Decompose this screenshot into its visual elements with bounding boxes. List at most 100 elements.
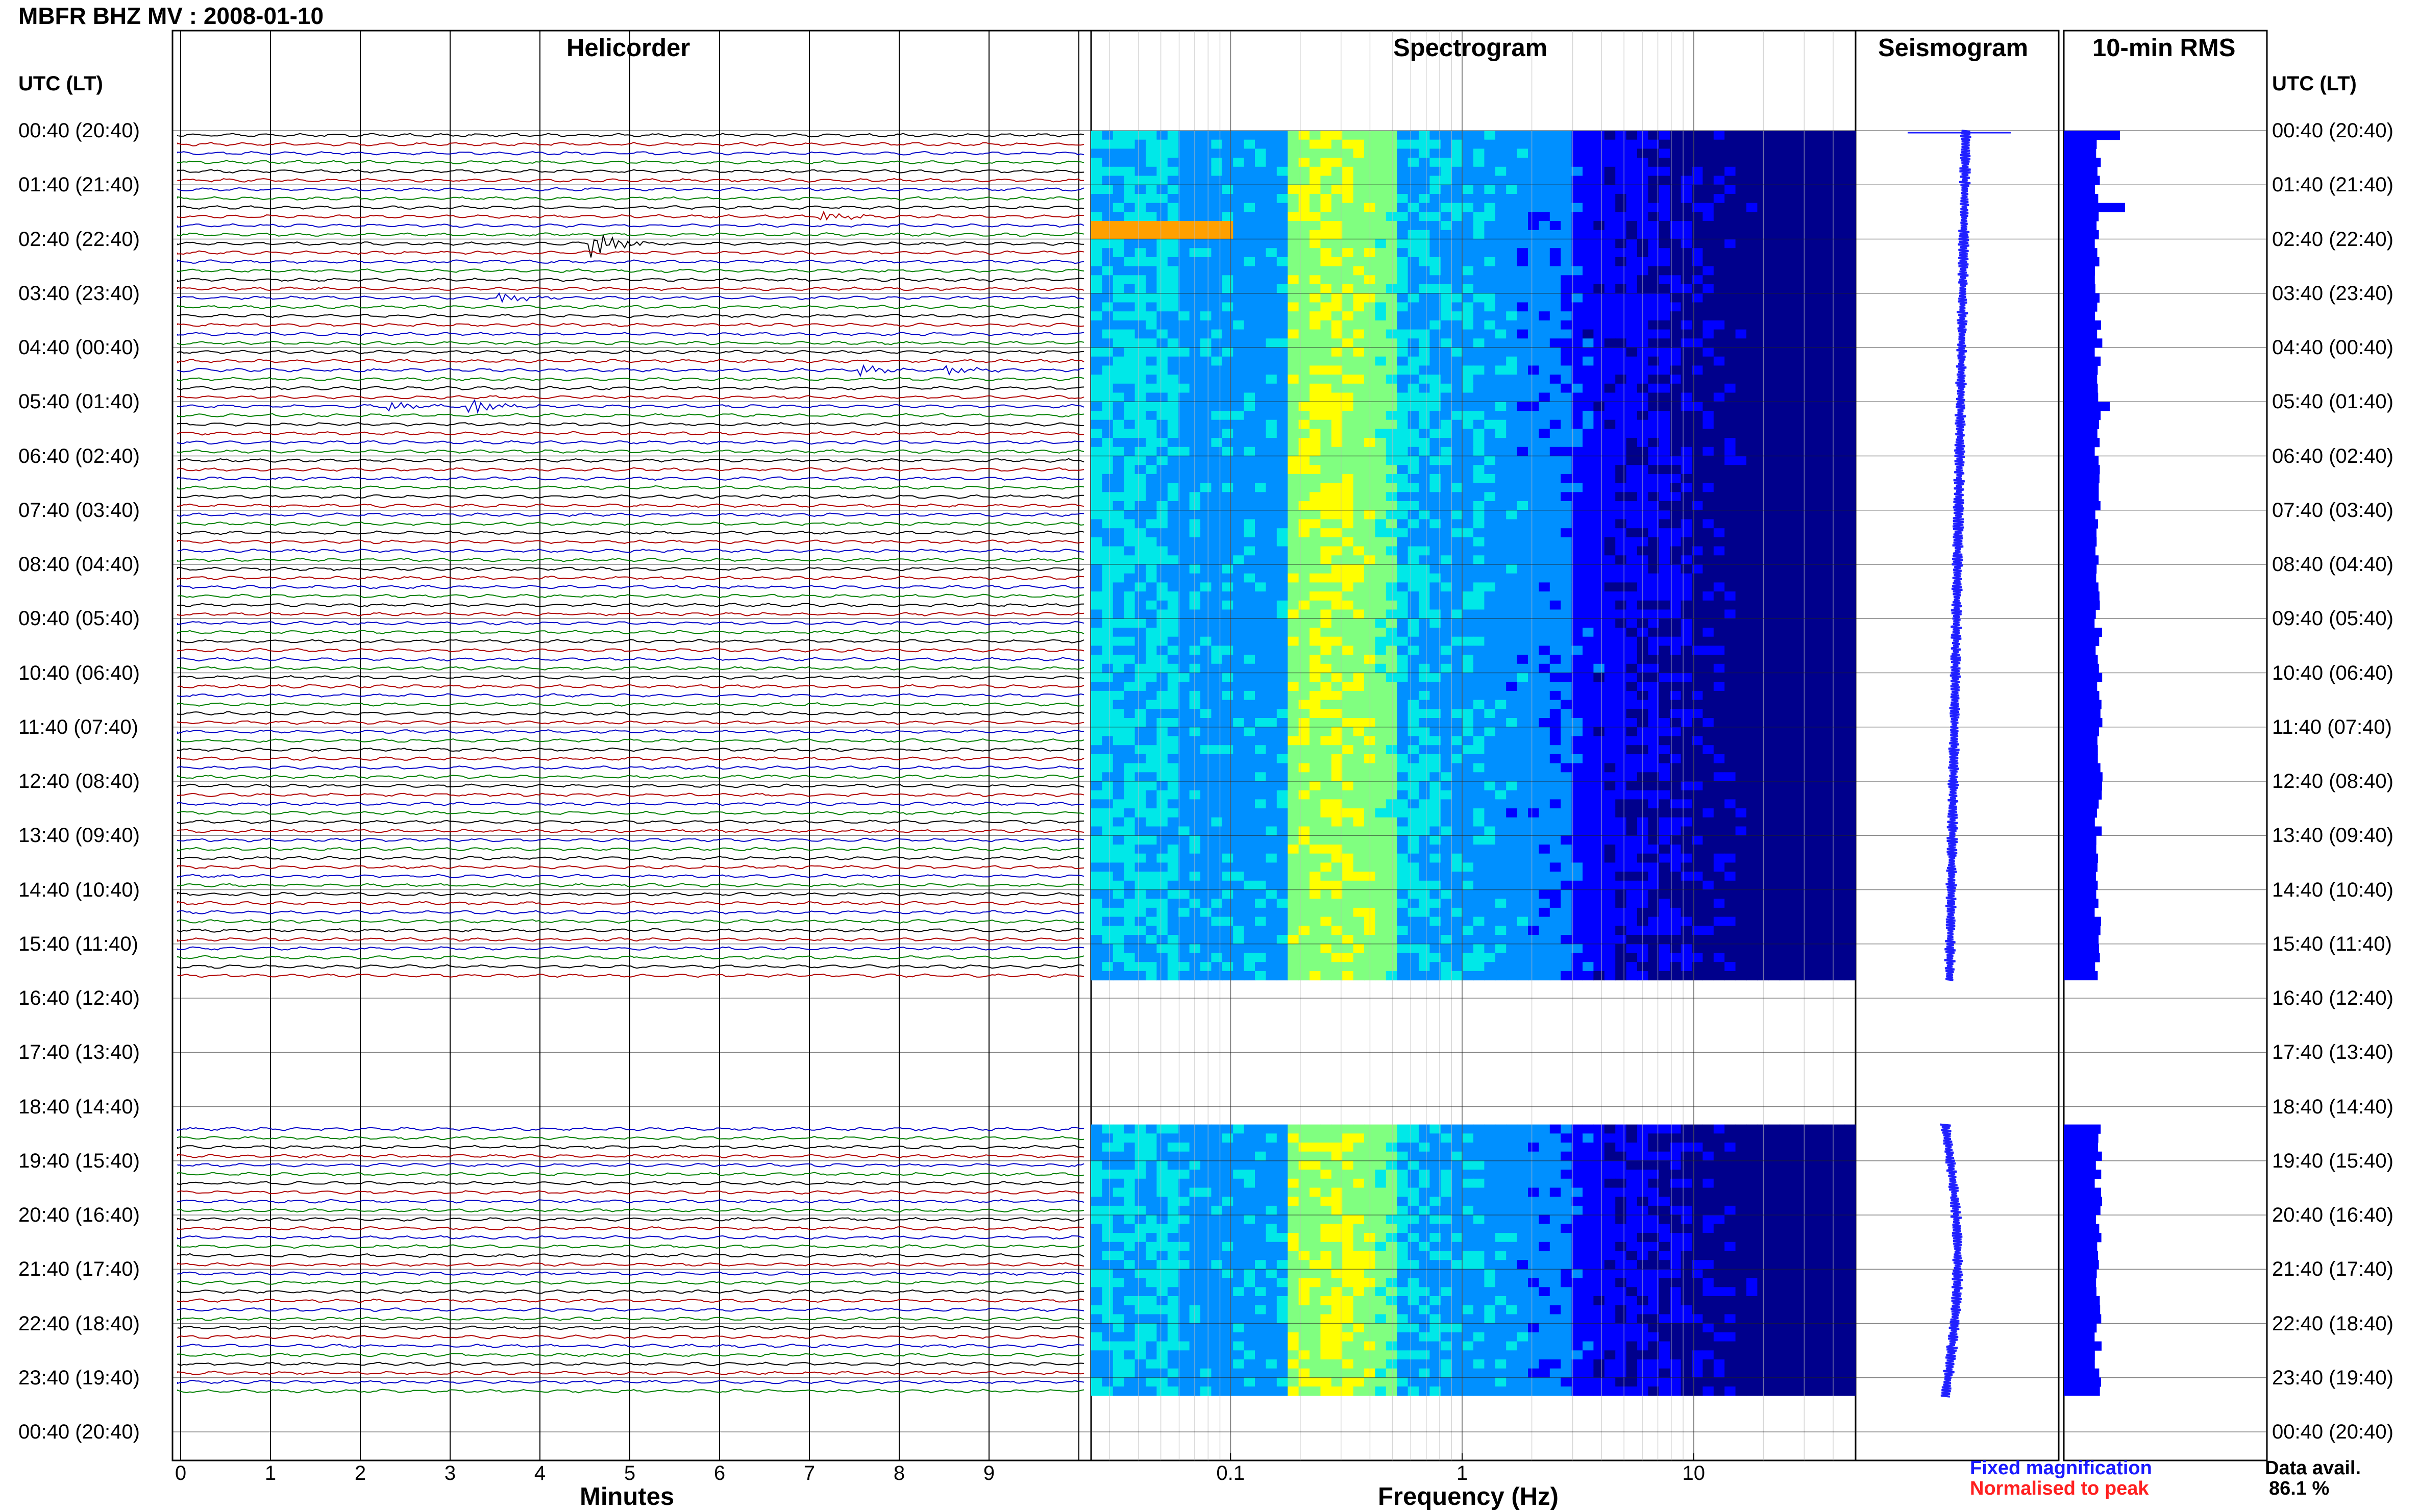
spectrogram-cell bbox=[1440, 302, 1452, 312]
spectrogram-cell bbox=[1331, 546, 1343, 556]
spectrogram-cell bbox=[1648, 690, 1660, 701]
spectrogram-cell bbox=[1779, 365, 1791, 375]
spectrogram-cell bbox=[1419, 519, 1430, 529]
spectrogram-cell bbox=[1462, 230, 1474, 240]
spectrogram-cell bbox=[1298, 682, 1310, 691]
spectrogram-cell bbox=[1397, 447, 1409, 457]
spectrogram-cell bbox=[1167, 311, 1179, 321]
spectrogram-cell bbox=[1200, 447, 1212, 457]
spectrogram-cell bbox=[1713, 564, 1725, 574]
spectrogram-cell bbox=[1408, 555, 1419, 565]
spectrogram-cell bbox=[1124, 230, 1136, 240]
spectrogram-cell bbox=[1549, 411, 1561, 420]
spectrogram-cell bbox=[1626, 266, 1638, 276]
spectrogram-cell bbox=[1593, 338, 1605, 348]
spectrogram-cell bbox=[1200, 338, 1212, 348]
spectrogram-cell bbox=[1091, 248, 1102, 258]
spectrogram-cell bbox=[1549, 709, 1561, 718]
spectrogram-cell bbox=[1549, 618, 1561, 628]
spectrogram-cell bbox=[1484, 591, 1496, 601]
spectrogram-cell bbox=[1670, 356, 1682, 366]
spectrogram-cell bbox=[1571, 438, 1583, 448]
spectrogram-cell bbox=[1822, 248, 1834, 258]
spectrogram-cell bbox=[1724, 618, 1736, 628]
spectrogram-cell bbox=[1408, 139, 1419, 149]
spectrogram-cell bbox=[1539, 709, 1550, 718]
spectrogram-cell bbox=[1451, 663, 1463, 674]
spectrogram-cell bbox=[1419, 293, 1430, 303]
spectrogram-cell bbox=[1124, 203, 1136, 212]
spectrogram-cell bbox=[1528, 131, 1539, 140]
spectrogram-cell bbox=[1266, 365, 1277, 375]
spectrogram-cell bbox=[1768, 230, 1780, 240]
spectrogram-cell bbox=[1113, 148, 1124, 158]
spectrogram-cell bbox=[1222, 338, 1233, 348]
spectrogram-cell bbox=[1822, 284, 1834, 294]
spectrogram-cell bbox=[1451, 383, 1463, 393]
spectrogram-cell bbox=[1462, 338, 1474, 348]
spectrogram-cell bbox=[1517, 411, 1528, 420]
spectrogram-cell bbox=[1517, 465, 1528, 475]
spectrogram-cell bbox=[1757, 375, 1769, 384]
spectrogram-cell bbox=[1440, 700, 1452, 709]
spectrogram-cell bbox=[1659, 492, 1670, 502]
spectrogram-cell bbox=[1670, 131, 1682, 140]
spectrogram-cell bbox=[1779, 655, 1791, 664]
spectrogram-cell bbox=[1113, 194, 1124, 204]
spectrogram-cell bbox=[1375, 492, 1387, 502]
spectrogram-cell bbox=[1844, 348, 1856, 357]
spectrogram-cell bbox=[1484, 257, 1496, 267]
spectrogram-cell bbox=[1768, 700, 1780, 709]
spectrogram-cell bbox=[1670, 402, 1682, 411]
spectrogram-cell bbox=[1484, 483, 1496, 492]
spectrogram-cell bbox=[1255, 600, 1266, 610]
spectrogram-cell bbox=[1342, 636, 1354, 646]
spectrogram-cell bbox=[1222, 131, 1233, 140]
spectrogram-cell bbox=[1233, 329, 1245, 339]
spectrogram-cell bbox=[1124, 148, 1136, 158]
spectrogram-cell bbox=[1462, 248, 1474, 258]
spectrogram-cell bbox=[1419, 356, 1430, 366]
spectrogram-cell bbox=[1834, 754, 1845, 764]
spectrogram-cell bbox=[1757, 546, 1769, 556]
spectrogram-cell bbox=[1266, 320, 1277, 330]
spectrogram-cell bbox=[1670, 582, 1682, 592]
spectrogram-cell bbox=[1615, 474, 1627, 484]
spectrogram-cell bbox=[1397, 438, 1409, 448]
spectrogram-cell bbox=[1746, 158, 1758, 167]
spectrogram-cell bbox=[1834, 690, 1845, 701]
spectrogram-cell bbox=[1801, 600, 1812, 610]
spectrogram-cell bbox=[1091, 275, 1102, 285]
spectrogram-cell bbox=[1571, 212, 1583, 221]
spectrogram-cell bbox=[1462, 501, 1474, 511]
spectrogram-cell bbox=[1713, 275, 1725, 285]
spectrogram-cell bbox=[1342, 519, 1354, 529]
spectrogram-cell bbox=[1113, 419, 1124, 429]
spectrogram-cell bbox=[1353, 176, 1365, 185]
spectrogram-cell bbox=[1375, 555, 1387, 565]
spectrogram-cell bbox=[1113, 682, 1124, 691]
spectrogram-cell bbox=[1790, 673, 1801, 682]
spectrogram-cell bbox=[1517, 158, 1528, 167]
spectrogram-cell bbox=[1342, 221, 1354, 231]
spectrogram-cell bbox=[1692, 302, 1703, 312]
spectrogram-cell bbox=[1255, 655, 1266, 664]
spectrogram-cell bbox=[1233, 745, 1245, 755]
spectrogram-cell bbox=[1692, 203, 1703, 212]
spectrogram-cell bbox=[1429, 266, 1441, 276]
spectrogram-cell bbox=[1659, 483, 1670, 492]
spectrogram-cell bbox=[1211, 230, 1223, 240]
spectrogram-cell bbox=[1288, 763, 1299, 773]
spectrogram-cell bbox=[1276, 230, 1288, 240]
spectrogram-cell bbox=[1746, 419, 1758, 429]
spectrogram-cell bbox=[1440, 628, 1452, 637]
spectrogram-cell bbox=[1571, 375, 1583, 384]
spectrogram-cell bbox=[1571, 673, 1583, 682]
spectrogram-cell bbox=[1768, 646, 1780, 655]
spectrogram-cell bbox=[1266, 266, 1277, 276]
spectrogram-cell bbox=[1735, 655, 1747, 664]
spectrogram-cell bbox=[1222, 636, 1233, 646]
spectrogram-cell bbox=[1473, 248, 1485, 258]
spectrogram-cell bbox=[1473, 754, 1485, 764]
spectrogram-cell bbox=[1801, 763, 1812, 773]
